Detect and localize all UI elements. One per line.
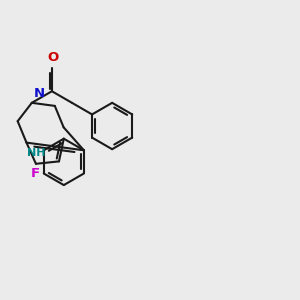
Text: F: F [31,167,40,180]
Text: O: O [48,52,59,64]
Text: N: N [33,87,44,100]
Text: NH: NH [27,148,45,158]
